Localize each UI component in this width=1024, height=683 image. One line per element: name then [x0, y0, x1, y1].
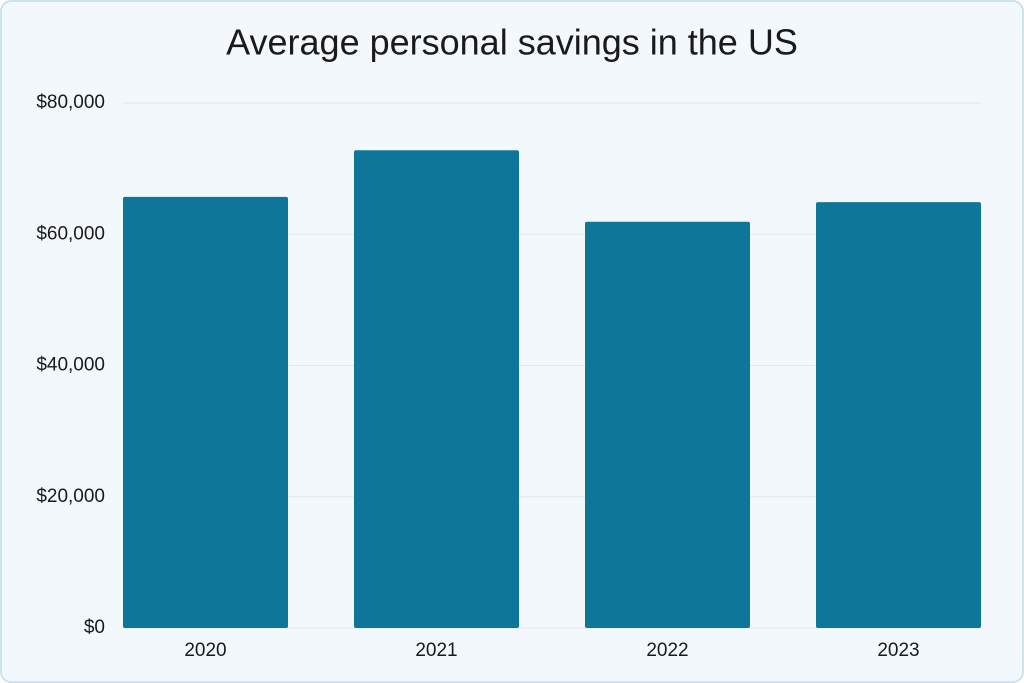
- x-tick-label: 2020: [184, 640, 226, 661]
- bar: [123, 196, 288, 628]
- x-tick-label: 2022: [646, 640, 688, 661]
- y-tick-label: $40,000: [36, 355, 105, 376]
- x-tick-label: 2021: [415, 640, 457, 661]
- bar: [816, 202, 981, 628]
- bar: [585, 221, 750, 628]
- y-tick-label: $20,000: [36, 486, 105, 507]
- chart-title: Average personal savings in the US: [226, 22, 798, 63]
- x-tick-label: 2023: [877, 640, 919, 661]
- y-tick-label: $60,000: [36, 223, 105, 244]
- y-tick-label: $0: [84, 617, 105, 638]
- y-tick-label: $80,000: [36, 92, 105, 113]
- bar: [354, 150, 519, 628]
